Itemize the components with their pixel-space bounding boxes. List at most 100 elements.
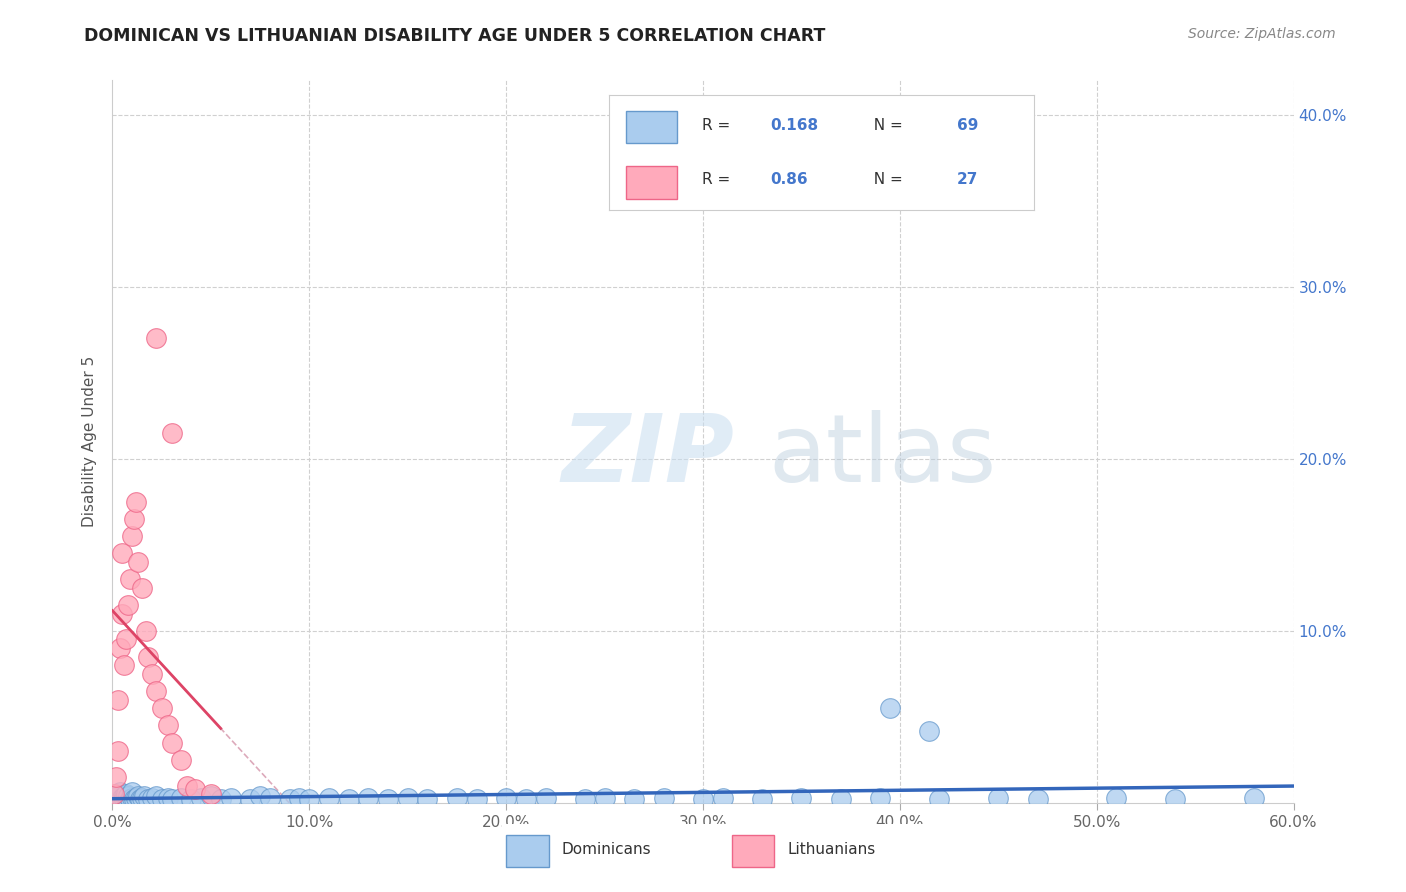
Point bbox=[184, 782, 207, 797]
Point bbox=[928, 792, 950, 806]
Point bbox=[176, 779, 198, 793]
Point bbox=[160, 792, 183, 806]
Point bbox=[318, 790, 340, 805]
Point bbox=[156, 790, 179, 805]
Point bbox=[918, 723, 941, 738]
Point bbox=[112, 658, 135, 673]
Point bbox=[869, 790, 891, 805]
Point bbox=[652, 790, 675, 805]
Point bbox=[623, 792, 645, 806]
Point bbox=[711, 790, 734, 805]
Point bbox=[259, 790, 281, 805]
Point bbox=[145, 684, 167, 698]
Text: ZIP: ZIP bbox=[561, 410, 734, 502]
Point bbox=[416, 792, 439, 806]
Point bbox=[446, 790, 468, 805]
Point bbox=[117, 789, 139, 803]
Point bbox=[136, 649, 159, 664]
Point bbox=[120, 572, 142, 586]
Point bbox=[141, 790, 163, 805]
Point bbox=[249, 789, 271, 803]
Point bbox=[751, 792, 773, 806]
Point bbox=[239, 792, 262, 806]
Point bbox=[278, 792, 301, 806]
Point bbox=[1026, 792, 1049, 806]
Point bbox=[107, 692, 129, 706]
Point bbox=[150, 792, 173, 806]
Point bbox=[135, 624, 157, 638]
Point bbox=[593, 790, 616, 805]
Point bbox=[150, 701, 173, 715]
Point bbox=[127, 555, 149, 569]
Point bbox=[122, 792, 145, 806]
Point bbox=[190, 790, 212, 805]
Point bbox=[136, 792, 159, 806]
Point bbox=[111, 546, 134, 560]
Point bbox=[122, 512, 145, 526]
Point bbox=[209, 792, 232, 806]
Point bbox=[337, 792, 360, 806]
Point bbox=[219, 790, 242, 805]
Point bbox=[112, 789, 135, 803]
Point bbox=[120, 792, 142, 806]
Point bbox=[110, 792, 132, 806]
Point bbox=[1164, 792, 1187, 806]
Point bbox=[103, 787, 125, 801]
Point bbox=[127, 789, 149, 803]
Text: atlas: atlas bbox=[768, 410, 997, 502]
Point bbox=[110, 640, 132, 655]
Point bbox=[574, 792, 596, 806]
Point bbox=[107, 794, 129, 808]
Point bbox=[115, 790, 138, 805]
Point bbox=[111, 607, 134, 621]
Point bbox=[987, 790, 1010, 805]
Point bbox=[495, 790, 517, 805]
Point bbox=[830, 792, 852, 806]
Point bbox=[125, 494, 148, 508]
Point bbox=[298, 792, 321, 806]
Point bbox=[170, 753, 193, 767]
Point bbox=[879, 701, 901, 715]
Point bbox=[132, 789, 155, 803]
Point bbox=[117, 598, 139, 612]
Point bbox=[357, 790, 380, 805]
Point bbox=[110, 785, 132, 799]
Point bbox=[103, 790, 125, 805]
Point bbox=[160, 425, 183, 440]
Point bbox=[121, 785, 143, 799]
Point bbox=[121, 529, 143, 543]
Point bbox=[112, 792, 135, 806]
Point bbox=[129, 792, 152, 806]
Point bbox=[692, 792, 714, 806]
Point bbox=[141, 666, 163, 681]
Point bbox=[131, 581, 153, 595]
Point bbox=[1243, 790, 1265, 805]
Point bbox=[160, 735, 183, 749]
Point bbox=[790, 790, 813, 805]
Point bbox=[115, 787, 138, 801]
Point bbox=[534, 790, 557, 805]
Point bbox=[107, 744, 129, 758]
Point bbox=[105, 787, 128, 801]
Point bbox=[145, 331, 167, 345]
Point bbox=[1105, 790, 1128, 805]
Point bbox=[145, 789, 167, 803]
Point bbox=[180, 792, 202, 806]
Point bbox=[396, 790, 419, 805]
Point bbox=[156, 718, 179, 732]
Point bbox=[105, 770, 128, 784]
Point bbox=[125, 790, 148, 805]
Point bbox=[115, 632, 138, 647]
Point bbox=[170, 790, 193, 805]
Point bbox=[131, 790, 153, 805]
Text: Source: ZipAtlas.com: Source: ZipAtlas.com bbox=[1188, 27, 1336, 41]
Point bbox=[105, 792, 128, 806]
Point bbox=[465, 792, 488, 806]
Point bbox=[121, 790, 143, 805]
Point bbox=[200, 787, 222, 801]
Point bbox=[515, 792, 537, 806]
Point bbox=[200, 789, 222, 803]
Point bbox=[377, 792, 399, 806]
Y-axis label: Disability Age Under 5: Disability Age Under 5 bbox=[82, 356, 97, 527]
Point bbox=[288, 790, 311, 805]
